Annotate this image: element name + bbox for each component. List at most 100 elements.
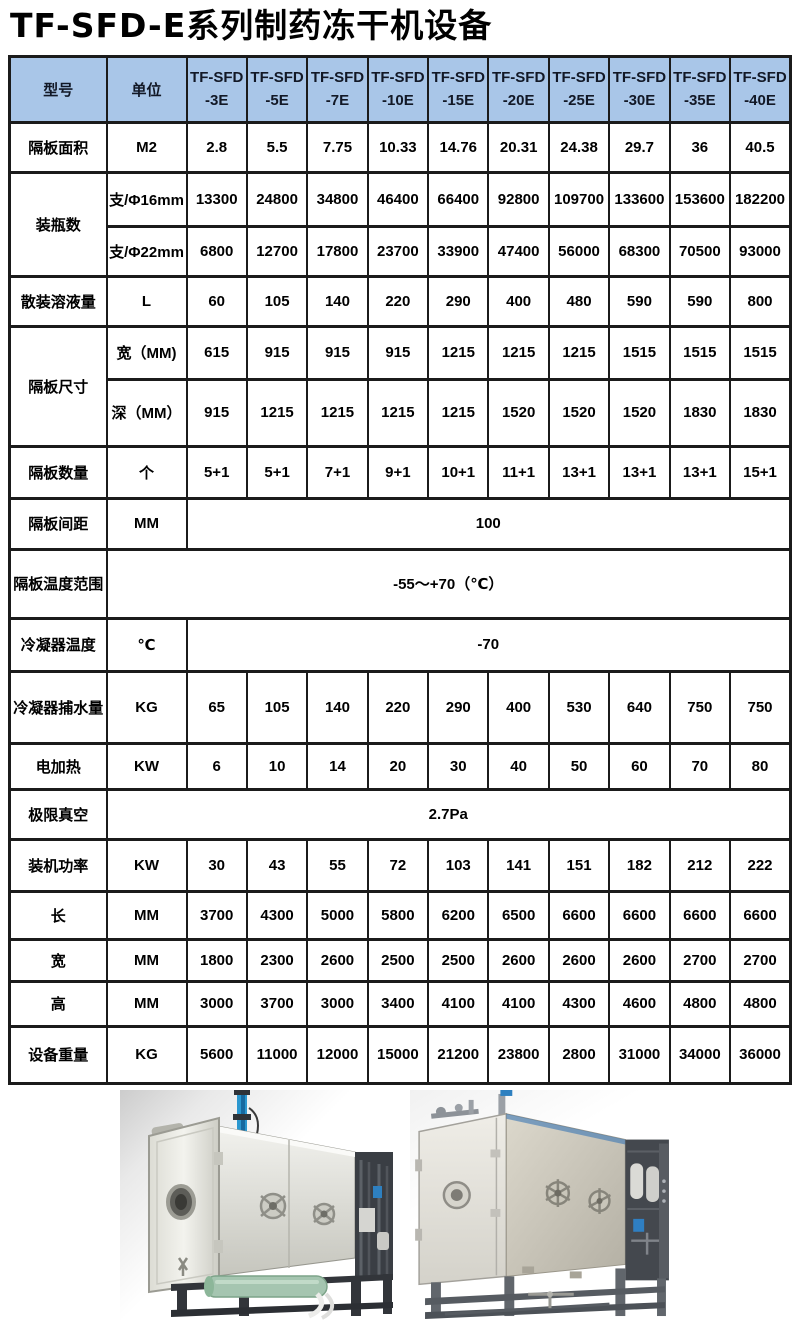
model-name-line2: -20E <box>502 92 535 110</box>
value-cell: 31000 <box>608 1024 671 1085</box>
row-label: 隔板数量 <box>8 444 108 500</box>
value-cell: 60 <box>608 741 671 791</box>
value-cell: 153600 <box>668 170 732 228</box>
value-cell: 36 <box>668 120 732 174</box>
value-cell: 29.7 <box>608 120 671 174</box>
value-cell: 6500 <box>487 889 550 941</box>
value-cell: 1215 <box>427 377 490 448</box>
value-cell: 5+1 <box>185 444 248 500</box>
value-cell: 133600 <box>608 170 671 228</box>
value-cell: 20.31 <box>487 120 550 174</box>
value-cell: 1215 <box>306 377 369 448</box>
unit-cell: MM <box>105 937 188 983</box>
model-name-line1: TF-SFD <box>371 68 425 86</box>
value-cell: 4600 <box>608 979 671 1028</box>
unit-cell: KG <box>105 1024 188 1085</box>
model-name-line1: TF-SFD <box>190 68 244 86</box>
value-cell: 4800 <box>668 979 732 1028</box>
value-cell: 800 <box>729 274 792 328</box>
model-name-line2: -25E <box>563 92 595 110</box>
value-cell: 6600 <box>608 889 671 941</box>
value-cell: 11000 <box>245 1024 309 1085</box>
model-column-header: 型号 <box>8 54 108 124</box>
value-cell: 1215 <box>245 377 309 448</box>
value-cell: 1520 <box>547 377 611 448</box>
table-row: 冷凝器温度 ℃ -70 <box>8 616 792 673</box>
freeze-dryer-illustration-left <box>148 1089 393 1320</box>
model-header: TF-SFD -20E <box>487 54 550 124</box>
value-cell: 615 <box>185 324 248 381</box>
value-cell: 70500 <box>668 224 732 278</box>
value-cell: 17800 <box>306 224 369 278</box>
value-cell: 590 <box>608 274 671 328</box>
unit-cell: L <box>105 274 188 328</box>
value-cell: 10.33 <box>366 120 430 174</box>
value-cell: 915 <box>306 324 369 381</box>
table-row: 冷凝器捕水量 KG 65 105 140 220 290 400 530 640 750 750 <box>8 669 792 745</box>
unit-cell: ℃ <box>105 616 188 673</box>
value-cell: 400 <box>487 669 550 745</box>
row-label: 隔板间距 <box>8 496 108 551</box>
value-cell: 141 <box>487 837 550 893</box>
value-cell: 5000 <box>306 889 369 941</box>
value-cell: 34800 <box>306 170 369 228</box>
model-name-line2: -35E <box>683 92 716 110</box>
value-cell: 92800 <box>487 170 550 228</box>
value-cell: 4100 <box>487 979 550 1028</box>
value-cell: 40 <box>487 741 550 791</box>
value-cell: 24.38 <box>547 120 611 174</box>
page: TF-SFD-E系列制药冻干机设备 型号 单位 TF-SFD -3E TF-SFD -5E… <box>0 6 800 1320</box>
value-cell: 5600 <box>185 1024 248 1085</box>
value-cell: 13+1 <box>608 444 671 500</box>
table-row: 隔板尺寸 宽（MM) 615 915 915 915 1215 1215 1215 1515 151… <box>8 324 792 448</box>
value-cell: 915 <box>366 324 430 381</box>
value-cell: 5800 <box>366 889 430 941</box>
unit-cell: 深（MM） <box>105 377 188 448</box>
value-cell: 11+1 <box>487 444 550 500</box>
table-row: 设备重量 KG 5600 11000 12000 15000 21200 23800 2800 3… <box>8 1024 792 1085</box>
value-cell: 182 <box>608 837 671 893</box>
value-cell: 1830 <box>729 377 792 448</box>
table-row: 长 MM 3700 4300 5000 5800 6200 6500 6600 6600 6600 6… <box>8 889 792 941</box>
value-cell: 105 <box>245 274 309 328</box>
value-cell: 480 <box>547 274 611 328</box>
row-label: 宽 <box>8 937 108 983</box>
value-cell: 13+1 <box>547 444 611 500</box>
value-cell: 182200 <box>729 170 792 228</box>
table-row: 深（MM） 915 1215 1215 1215 1215 1520 1520 1520 1830… <box>10 377 792 448</box>
value-cell: 400 <box>487 274 550 328</box>
value-cell: 2300 <box>245 937 309 983</box>
value-cell: 1215 <box>427 324 490 381</box>
model-header: TF-SFD -3E <box>185 54 248 124</box>
unit-cell: 支/Φ22mm <box>105 224 188 278</box>
row-label: 长 <box>8 889 108 941</box>
value-cell: 14.76 <box>427 120 490 174</box>
freeze-dryer-illustration-right <box>415 1089 669 1319</box>
model-name-line1: TF-SFD <box>491 68 546 86</box>
value-cell: 55 <box>306 837 369 893</box>
value-cell: 1215 <box>366 377 430 448</box>
model-name-line1: TF-SFD <box>552 68 606 86</box>
product-photos <box>0 1089 800 1320</box>
value-cell: 36000 <box>729 1024 792 1085</box>
value-cell: 1515 <box>608 324 671 381</box>
value-cell: 33900 <box>427 224 490 278</box>
unit-cell: KW <box>105 837 188 893</box>
model-name-line2: -10E <box>382 92 414 110</box>
value-cell: 80 <box>729 741 792 791</box>
model-name-line2: -5E <box>265 92 289 110</box>
freeze-dryer-photo-left <box>120 1089 408 1320</box>
value-cell: 6200 <box>427 889 490 941</box>
unit-column-header: 单位 <box>105 54 188 124</box>
unit-cell: 支/Φ16mm <box>105 170 188 228</box>
value-cell: 2700 <box>729 937 792 983</box>
value-cell: 2.8 <box>185 120 248 174</box>
value-cell: 105 <box>245 669 309 745</box>
model-header: TF-SFD -10E <box>366 54 430 124</box>
value-cell: 212 <box>668 837 732 893</box>
value-cell: 30 <box>185 837 248 893</box>
model-header: TF-SFD -30E <box>608 54 671 124</box>
value-cell: 46400 <box>366 170 430 228</box>
table-row: 散装溶液量 L 60 105 140 220 290 400 480 590 590 800 <box>8 274 792 328</box>
value-cell: 1515 <box>668 324 732 381</box>
